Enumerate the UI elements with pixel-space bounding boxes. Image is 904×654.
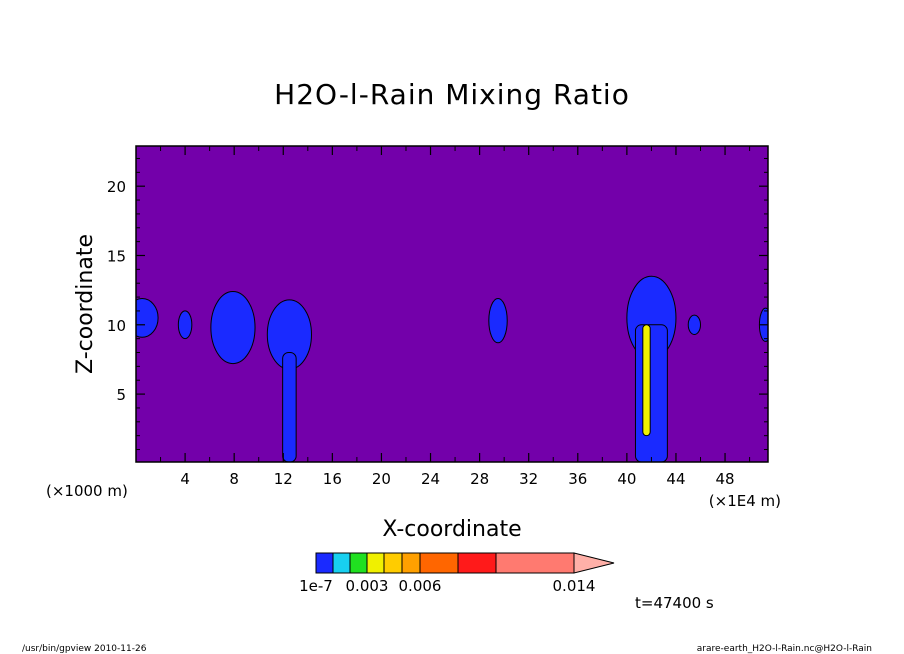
feature-cloud-2 [210, 291, 256, 365]
colorbar-tick-label-2: 0.006 [399, 577, 442, 595]
colorbar-extend-arrow [573, 552, 615, 574]
colorbar-segment-3 [366, 552, 385, 574]
feature-cloud-9 [687, 314, 702, 335]
colorbar: 1e-7 0.003 0.006 0.014 [299, 552, 615, 595]
colorbar-segment-6 [419, 552, 459, 574]
feature-rain-shaft-7 [634, 324, 668, 462]
x-tick-label-11: 48 [716, 470, 735, 488]
colorbar-segment-2 [349, 552, 368, 574]
x-tick-label-5: 24 [421, 470, 440, 488]
x-tick-label-1: 8 [229, 470, 239, 488]
plot-area [135, 145, 769, 463]
colorbar-tick-label-1: 0.003 [346, 577, 389, 595]
colorbar-segment-0 [315, 552, 334, 574]
footer-left: /usr/bin/gpview 2010-11-26 [22, 644, 147, 654]
x-tick-label-2: 12 [274, 470, 293, 488]
feature-cloud-5 [488, 297, 508, 344]
x-tick-label-6: 28 [470, 470, 489, 488]
x-axis-label: X-coordinate [382, 517, 521, 542]
colorbar-segment-8 [495, 552, 575, 574]
colorbar-segment-1 [332, 552, 351, 574]
x-unit-left: (×1000 m) [46, 482, 128, 500]
colorbar-segment-4 [383, 552, 403, 574]
y-axis: 5 10 15 20 [107, 157, 768, 451]
x-tick-label-7: 32 [519, 470, 538, 488]
y-tick-label-1: 10 [107, 317, 126, 335]
y-tick-label-0: 5 [116, 386, 126, 404]
feature-cloud-0 [136, 297, 159, 338]
plot-frame [135, 145, 769, 463]
time-label: t=47400 s [635, 594, 714, 612]
x-tick-label-10: 44 [666, 470, 685, 488]
colorbar-tick-label-3: 0.014 [553, 577, 596, 595]
x-tick-label-8: 36 [568, 470, 587, 488]
features-group [136, 275, 768, 462]
x-tick-label-3: 16 [323, 470, 342, 488]
feature-rain-shaft-4 [282, 352, 297, 462]
footer-right: arare-earth_H2O-l-Rain.nc@H2O-l-Rain [697, 644, 872, 654]
y-axis-label: Z-coordinate [73, 234, 98, 374]
x-tick-label-0: 4 [180, 470, 190, 488]
colorbar-tick-label-0: 1e-7 [299, 577, 333, 595]
x-tick-label-4: 20 [372, 470, 391, 488]
y-tick-label-2: 15 [107, 247, 126, 265]
y-tick-label-3: 20 [107, 178, 126, 196]
colorbar-segment-7 [457, 552, 497, 574]
chart-title: H2O-l-Rain Mixing Ratio [274, 78, 630, 111]
feature-core-8 [642, 324, 651, 437]
x-tick-label-9: 40 [617, 470, 636, 488]
x-unit-right: (×1E4 m) [709, 492, 781, 510]
x-axis: 4 8 12 16 20 24 28 32 36 40 44 48 [160, 146, 751, 488]
colorbar-segment-5 [401, 552, 421, 574]
feature-cloud-1 [177, 310, 193, 340]
